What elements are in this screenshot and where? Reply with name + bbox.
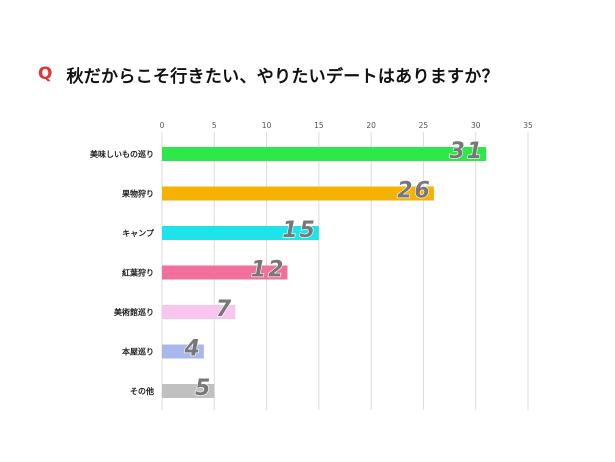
category-label: 紅葉狩り xyxy=(122,268,154,278)
bar xyxy=(162,265,288,280)
x-tick-label: 15 xyxy=(314,121,324,130)
category-label: 本屋巡り xyxy=(121,347,154,357)
data-label: 15 xyxy=(282,218,317,243)
x-tick-label: 0 xyxy=(160,121,165,130)
data-label: 31 xyxy=(450,139,485,164)
question-marker: Q xyxy=(38,64,53,84)
data-label: 5 xyxy=(195,376,212,401)
x-tick-label: 10 xyxy=(262,121,272,130)
data-label: 12 xyxy=(251,258,286,283)
bar xyxy=(162,384,215,398)
data-label: 26 xyxy=(397,179,432,204)
bar xyxy=(162,344,204,359)
category-label: その他 xyxy=(130,386,154,396)
x-tick-label: 35 xyxy=(523,121,533,130)
x-tick-label: 30 xyxy=(471,121,481,130)
bar xyxy=(162,147,487,161)
question-text: 秋だからこそ行きたい、やりたいデートはありますか？ xyxy=(66,66,499,87)
category-label: 果物狩り xyxy=(121,189,154,199)
category-label: キャンプ xyxy=(122,228,155,238)
bar xyxy=(162,226,319,240)
x-tick-label: 5 xyxy=(212,121,217,130)
data-label: 7 xyxy=(216,297,233,322)
bar xyxy=(162,186,434,201)
chart-title: Q 秋だからこそ行きたい、やりたいデートはありますか？ xyxy=(38,62,499,87)
x-tick-label: 20 xyxy=(366,121,376,130)
x-tick-label: 25 xyxy=(419,121,429,130)
category-label: 美味しいもの巡り xyxy=(90,149,154,159)
data-label: 4 xyxy=(184,337,202,362)
bar xyxy=(162,305,236,319)
category-label: 美術館巡り xyxy=(114,307,154,317)
